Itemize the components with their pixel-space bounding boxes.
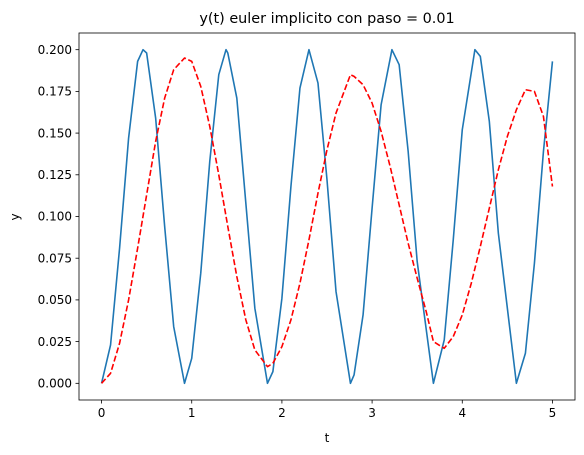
y-tick-label-8: 0.200 <box>38 43 72 57</box>
y-tick-label-4: 0.100 <box>38 210 72 224</box>
y-tick-label-3: 0.075 <box>38 251 72 265</box>
y-tick-label-7: 0.175 <box>38 85 72 99</box>
series-line-2 <box>100 57 554 384</box>
chart-title: y(t) euler implicito con paso = 0.01 <box>199 11 454 27</box>
y-tick-label-2: 0.050 <box>38 293 72 307</box>
series-line-1 <box>100 48 554 385</box>
x-tick-label-1: 1 <box>188 406 196 420</box>
x-axis-label: t <box>325 431 330 445</box>
x-tick-label-4: 4 <box>458 406 466 420</box>
x-tick-label-3: 3 <box>368 406 376 420</box>
y-tick-label-5: 0.125 <box>38 168 72 182</box>
y-axis-label: y <box>8 213 22 220</box>
x-tick-label-0: 0 <box>98 406 106 420</box>
y-tick-label-0: 0.000 <box>38 377 72 391</box>
y-tick-label-1: 0.025 <box>38 335 72 349</box>
plot-area: 0 1 2 3 4 5 0.000 0.025 0.050 0.075 0.100 0.125 0.15… <box>38 32 576 420</box>
y-tick-label-6: 0.150 <box>38 126 72 140</box>
x-tick-label-2: 2 <box>278 406 286 420</box>
x-tick-label-5: 5 <box>549 406 557 420</box>
